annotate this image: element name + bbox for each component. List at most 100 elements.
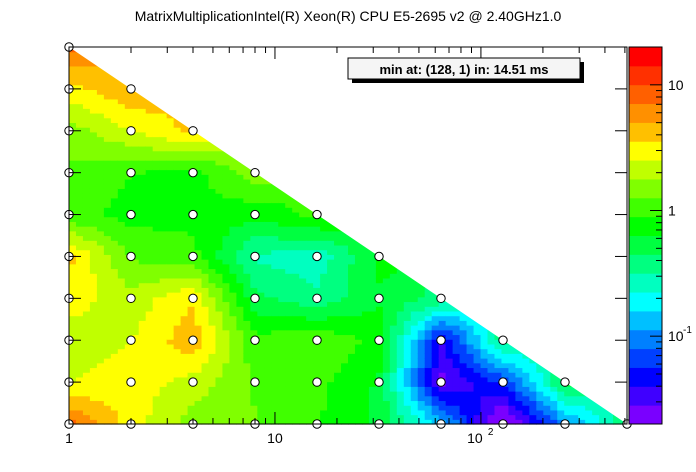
heatmap-cell (550, 405, 558, 411)
heatmap-cell (180, 414, 189, 420)
heatmap-cell (69, 230, 77, 237)
heatmap-cell (180, 268, 189, 274)
heatmap-cell (201, 287, 210, 293)
heatmap-cell (327, 334, 335, 340)
heatmap-cell (131, 122, 140, 128)
heatmap-cell (271, 193, 279, 199)
heatmap-cell (341, 249, 349, 255)
heatmap-cell (452, 409, 461, 416)
heatmap-cell (278, 400, 286, 406)
heatmap-cell (487, 343, 496, 350)
heatmap-cell (159, 353, 168, 359)
heatmap-cell (124, 103, 133, 109)
heatmap-cell (117, 391, 126, 397)
heatmap-cell (459, 353, 468, 359)
data-point (126, 209, 136, 220)
heatmap-cell (180, 306, 189, 312)
heatmap-cell (278, 263, 286, 270)
heatmap-cell (138, 211, 147, 218)
heatmap-cell (82, 169, 91, 175)
heatmap-cell (103, 98, 112, 105)
heatmap-cell (271, 372, 279, 378)
heatmap-cell (334, 240, 342, 246)
heatmap-cell (278, 268, 286, 274)
heatmap-cell (131, 334, 140, 340)
heatmap-cell (271, 358, 279, 364)
heatmap-cell (341, 240, 349, 246)
heatmap-cell (229, 325, 237, 331)
heatmap-cell (69, 79, 77, 86)
heatmap-cell (110, 325, 119, 331)
heatmap-cell (285, 310, 293, 317)
heatmap-cell (417, 310, 426, 317)
heatmap-cell (96, 343, 105, 350)
heatmap-cell (522, 400, 530, 406)
heatmap-cell (82, 216, 91, 222)
heatmap-cell (173, 348, 182, 354)
heatmap-cell (103, 141, 112, 147)
heatmap-cell (180, 301, 189, 307)
heatmap-cell (208, 405, 217, 411)
heatmap-cell (103, 164, 112, 171)
heatmap-cell (320, 376, 328, 383)
heatmap-cell (264, 202, 272, 208)
heatmap-cell (522, 381, 530, 387)
heatmap-cell (229, 188, 237, 194)
heatmap-cell (194, 414, 203, 420)
heatmap-cell (564, 391, 572, 397)
heatmap-cell (334, 230, 342, 237)
heatmap-cell (117, 301, 126, 307)
heatmap-cell (222, 405, 231, 411)
heatmap-cell (201, 164, 210, 171)
heatmap-cell (417, 395, 426, 402)
heatmap-cell (236, 381, 244, 387)
heatmap-cell (243, 268, 251, 274)
heatmap-cell (292, 334, 300, 340)
heatmap-cell (96, 310, 105, 317)
heatmap-cell (445, 386, 454, 392)
heatmap-cell (96, 287, 105, 293)
heatmap-cell (222, 263, 231, 270)
heatmap-cell (89, 127, 98, 133)
heatmap-cell (215, 400, 224, 406)
heatmap-cell (180, 164, 189, 171)
heatmap-cell (201, 358, 210, 364)
heatmap-cell (89, 334, 98, 340)
heatmap-cell (229, 254, 237, 260)
heatmap-cell (236, 339, 244, 345)
heatmap-cell (354, 273, 363, 279)
heatmap-cell (508, 362, 517, 369)
heatmap-cell (306, 358, 314, 364)
heatmap-cell (138, 117, 147, 123)
heatmap-cell (173, 259, 182, 265)
heatmap-cell (138, 301, 147, 307)
heatmap-cell (236, 414, 244, 420)
heatmap-cell (368, 306, 377, 312)
heatmap-cell (571, 409, 579, 416)
heatmap-cell (285, 230, 293, 237)
heatmap-cell (173, 268, 182, 274)
heatmap-cell (180, 273, 189, 279)
heatmap-cell (124, 400, 133, 406)
heatmap-cell (473, 395, 482, 402)
heatmap-cell (173, 376, 182, 383)
heatmap-cell (173, 122, 182, 128)
heatmap-cell (110, 235, 119, 241)
heatmap-cell (306, 419, 314, 425)
heatmap-cell (466, 381, 475, 387)
heatmap-cell (145, 235, 154, 241)
heatmap-cell (166, 367, 175, 373)
heatmap-cell (208, 277, 217, 284)
heatmap-cell (368, 282, 377, 288)
heatmap-cell (124, 249, 133, 255)
heatmap-cell (250, 409, 258, 416)
heatmap-cell (424, 339, 433, 345)
heatmap-cell (236, 405, 244, 411)
heatmap-cell (103, 334, 112, 340)
heatmap-cell (431, 400, 440, 406)
heatmap-cell (145, 315, 154, 321)
heatmap-cell (194, 197, 203, 204)
heatmap-cell (292, 358, 300, 364)
heatmap-cell (96, 230, 105, 237)
data-point (312, 251, 322, 262)
